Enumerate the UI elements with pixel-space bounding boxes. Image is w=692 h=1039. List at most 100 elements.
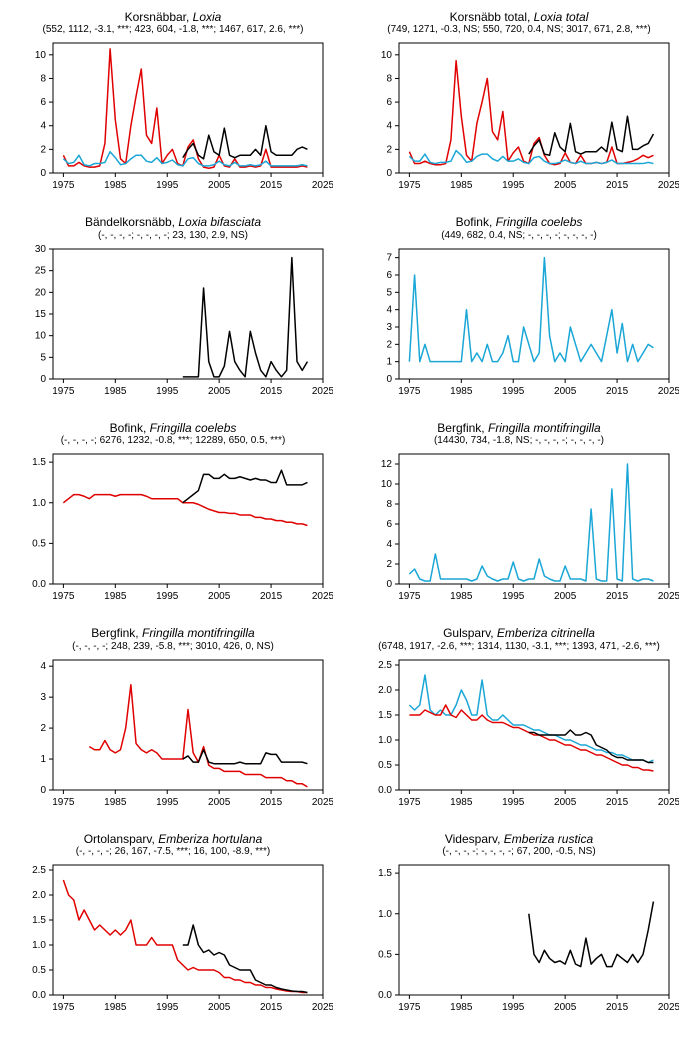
plot-frame (53, 865, 323, 995)
chart-panel: Videsparv, Emberiza rustica(-, -, -, -; … (356, 832, 682, 1029)
y-tick-label: 0 (386, 374, 392, 385)
y-tick-label: 2 (40, 723, 46, 734)
y-tick-label: 15 (35, 309, 47, 320)
chart-svg: 197519851995200520152025024681012 (359, 448, 679, 618)
y-tick-label: 2.0 (378, 685, 392, 696)
x-tick-label: 2025 (312, 797, 333, 808)
chart-title-pretext: Bofink, (456, 215, 496, 229)
x-tick-label: 1995 (156, 797, 179, 808)
chart-panel: Bändelkorsnäbb, Loxia bifasciata(-, -, -… (10, 215, 336, 412)
x-tick-label: 1985 (450, 591, 473, 602)
x-tick-label: 2005 (554, 180, 577, 191)
y-tick-label: 1.5 (32, 915, 46, 926)
chart-panel: Bergfink, Fringilla montifringilla(-, -,… (10, 626, 336, 823)
x-tick-label: 2025 (658, 591, 679, 602)
chart-title-scientific: Loxia (193, 10, 222, 24)
x-tick-label: 2015 (260, 180, 283, 191)
chart-title: Bergfink, Fringilla montifringilla (437, 421, 600, 435)
chart-title: Bofink, Fringilla coelebs (456, 215, 583, 229)
y-tick-label: 0.0 (32, 990, 46, 1001)
x-tick-label: 1985 (450, 386, 473, 397)
x-tick-label: 2015 (260, 797, 283, 808)
data-series (89, 684, 307, 786)
y-tick-label: 1.5 (378, 710, 392, 721)
x-tick-label: 2025 (658, 797, 679, 808)
x-tick-label: 1975 (398, 797, 421, 808)
x-tick-label: 1985 (450, 1002, 473, 1013)
y-tick-label: 10 (35, 50, 47, 61)
y-tick-label: 8 (40, 74, 46, 85)
y-tick-label: 5 (40, 352, 46, 363)
x-tick-label: 2015 (260, 1002, 283, 1013)
y-tick-label: 7 (386, 252, 392, 263)
x-tick-label: 1995 (156, 180, 179, 191)
x-tick-label: 2015 (606, 797, 629, 808)
y-tick-label: 2.5 (378, 660, 392, 671)
y-tick-label: 2 (386, 339, 392, 350)
y-tick-label: 4 (40, 121, 46, 132)
y-tick-label: 8 (386, 74, 392, 85)
chart-subtitle: (-, -, -, -; 248, 239, -5.8, ***; 3010, … (72, 641, 274, 652)
x-tick-label: 2025 (658, 180, 679, 191)
chart-subtitle: (6748, 1917, -2.6, ***; 1314, 1130, -3.1… (378, 641, 660, 652)
chart-svg: 1975198519952005201520250.00.51.01.52.02… (13, 859, 333, 1029)
y-tick-label: 2 (40, 145, 46, 156)
x-tick-label: 1995 (502, 591, 525, 602)
x-tick-label: 1985 (104, 797, 127, 808)
chart-title-pretext: Bofink, (110, 421, 150, 435)
chart-title-scientific: Fringilla coelebs (150, 421, 237, 435)
y-tick-label: 4 (386, 539, 392, 550)
chart-svg: 1975198519952005201520250246810 (359, 37, 679, 207)
x-tick-label: 2005 (208, 591, 231, 602)
y-tick-label: 5 (386, 287, 392, 298)
x-tick-label: 1995 (502, 797, 525, 808)
x-tick-label: 1985 (104, 1002, 127, 1013)
chart-subtitle: (-, -, -, -; 26, 167, -7.5, ***; 16, 100… (76, 846, 271, 857)
chart-title: Bändelkorsnäbb, Loxia bifasciata (85, 215, 261, 229)
x-tick-label: 2005 (554, 797, 577, 808)
y-tick-label: 3 (40, 692, 46, 703)
plot-frame (399, 660, 669, 790)
chart-subtitle: (-, -, -, -; -, -, -, -; 23, 130, 2.9, N… (98, 230, 248, 241)
x-tick-label: 1975 (52, 180, 75, 191)
x-tick-label: 2025 (658, 386, 679, 397)
chart-svg: 1975198519952005201520250.00.51.01.5 (13, 448, 333, 618)
chart-title: Videsparv, Emberiza rustica (445, 832, 593, 846)
chart-subtitle: (-, -, -, -; 6276, 1232, -0.8, ***; 1228… (61, 435, 286, 446)
chart-title-pretext: Ortolansparv, (84, 832, 158, 846)
chart-title-scientific: Emberiza citrinella (497, 626, 595, 640)
x-tick-label: 1995 (156, 591, 179, 602)
y-tick-label: 3 (386, 322, 392, 333)
chart-title-pretext: Bergfink, (437, 421, 488, 435)
x-tick-label: 1985 (104, 386, 127, 397)
chart-svg: 19751985199520052015202501234 (13, 654, 333, 824)
data-series (529, 902, 654, 967)
x-tick-label: 1995 (156, 1002, 179, 1013)
y-tick-label: 6 (386, 270, 392, 281)
chart-title: Korsnäbb total, Loxia total (450, 10, 589, 24)
y-tick-label: 0.5 (378, 760, 392, 771)
y-tick-label: 1.0 (32, 498, 46, 509)
data-series (409, 675, 653, 763)
chart-grid: Korsnäbbar, Loxia(552, 1112, -3.1, ***; … (10, 10, 682, 1029)
chart-subtitle: (-, -, -, -; -, -, -, -; 67, 200, -0.5, … (442, 846, 595, 857)
chart-svg: 1975198519952005201520250.00.51.01.52.02… (359, 654, 679, 824)
chart-title: Korsnäbbar, Loxia (125, 10, 222, 24)
y-tick-label: 10 (381, 50, 393, 61)
x-tick-label: 1985 (450, 180, 473, 191)
x-tick-label: 2015 (606, 1002, 629, 1013)
chart-panel: Gulsparv, Emberiza citrinella(6748, 1917… (356, 626, 682, 823)
x-tick-label: 2025 (312, 591, 333, 602)
chart-panel: Ortolansparv, Emberiza hortulana(-, -, -… (10, 832, 336, 1029)
x-tick-label: 2005 (208, 797, 231, 808)
x-tick-label: 1975 (398, 386, 421, 397)
plot-frame (53, 249, 323, 379)
chart-title: Ortolansparv, Emberiza hortulana (84, 832, 263, 846)
chart-svg: 197519851995200520152025051015202530 (13, 243, 333, 413)
data-series (183, 257, 308, 376)
y-tick-label: 2 (386, 559, 392, 570)
y-tick-label: 0 (386, 168, 392, 179)
chart-title-pretext: Gulsparv, (443, 626, 497, 640)
chart-svg: 1975198519952005201520250246810 (13, 37, 333, 207)
y-tick-label: 4 (386, 304, 392, 315)
